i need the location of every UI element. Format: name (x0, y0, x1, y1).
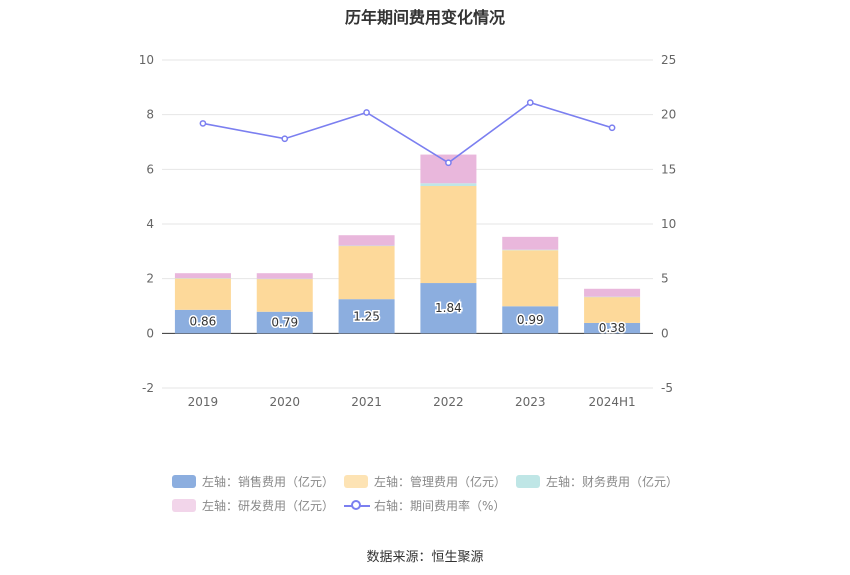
bar-rnd (502, 236, 559, 250)
ratio-point (363, 109, 370, 116)
y-right-tick-label: 10 (661, 217, 676, 231)
bar-admin (420, 186, 477, 284)
x-tick-label: 2024H1 (588, 395, 635, 409)
bar-value-label: 0.99 (517, 313, 544, 327)
bar-sales (502, 306, 559, 334)
legend-item-ratio[interactable]: 右轴：期间费用率（%） (344, 497, 505, 514)
ratio-point (445, 159, 452, 167)
legend-item-admin[interactable]: 左轴：管理费用（亿元） (344, 473, 506, 490)
bar-rnd (256, 273, 313, 279)
y-left-tick-label: 4 (146, 217, 154, 231)
legend-swatch-ratio (344, 499, 370, 513)
y-right-tick-label: -5 (661, 381, 673, 395)
bar-sales (584, 322, 641, 334)
x-tick-label: 2020 (269, 395, 300, 409)
ratio-point (199, 120, 207, 127)
legend-item-finance[interactable]: 左轴：财务费用（亿元） (516, 473, 678, 490)
legend-swatch-rnd (172, 499, 196, 512)
x-tick-label: 2022 (433, 395, 464, 409)
legend-label-ratio: 右轴：期间费用率（%） (374, 499, 506, 513)
bar-admin (338, 245, 395, 300)
y-left-tick-label: 10 (139, 53, 154, 67)
y-right-tick-label: 25 (661, 53, 676, 67)
bar-rnd (420, 154, 477, 184)
ratio-point (608, 124, 616, 132)
bar-rnd (584, 288, 641, 297)
x-tick-label: 2019 (188, 395, 219, 409)
y-left-tick-label: 2 (146, 272, 154, 286)
legend-label-sales: 左轴：销售费用（亿元） (202, 475, 335, 489)
legend-label-rnd: 左轴：研发费用（亿元） (202, 499, 335, 513)
ratio-point (526, 99, 534, 106)
y-left-tick-label: 0 (146, 326, 154, 340)
bar-finance (338, 245, 395, 247)
legend-swatch-sales (172, 475, 196, 488)
bar-value-label: 1.25 (353, 309, 380, 323)
bar-rnd (338, 235, 395, 246)
y-right-tick-label: 15 (661, 162, 676, 176)
ratio-point (281, 135, 289, 143)
bar-admin (584, 296, 641, 323)
bar-finance (174, 278, 231, 279)
y-left-tick-label: 8 (146, 108, 154, 122)
data-source: 数据来源：恒生聚源 (366, 550, 484, 565)
bar-admin (256, 278, 313, 312)
bar-value-label: 0.79 (271, 316, 298, 330)
legend-swatch-finance (516, 475, 540, 488)
x-tick-label: 2023 (515, 395, 546, 409)
chart-title: 历年期间费用变化情况 (344, 8, 505, 27)
x-tick-label: 2021 (351, 395, 382, 409)
bar-finance (502, 249, 559, 251)
legend-item-sales[interactable]: 左轴：销售费用（亿元） (172, 473, 334, 490)
y-right-tick-label: 20 (661, 108, 676, 122)
bar-rnd (174, 273, 231, 279)
legend-label-finance: 左轴：财务费用（亿元） (546, 475, 679, 489)
y-left-tick-label: 6 (146, 162, 154, 176)
bar-finance (584, 296, 641, 298)
legend-label-admin: 左轴：管理费用（亿元） (374, 475, 507, 489)
bar-value-label: 0.38 (599, 321, 626, 335)
y-left-tick-label: -2 (142, 381, 154, 395)
bar-sales (174, 309, 231, 334)
bar-sales (338, 299, 395, 334)
bar-value-label: 1.84 (435, 301, 462, 315)
y-right-tick-label: 5 (661, 272, 669, 286)
bar-sales (256, 311, 313, 334)
bar-finance (420, 183, 477, 187)
ratio-line (202, 101, 613, 164)
bar-admin (502, 250, 559, 307)
bar-value-label: 0.86 (190, 315, 217, 329)
legend-item-rnd[interactable]: 左轴：研发费用（亿元） (172, 497, 334, 514)
bar-sales (420, 283, 477, 334)
bar-finance (256, 278, 313, 280)
y-right-tick-label: 0 (661, 326, 669, 340)
bar-admin (174, 278, 231, 310)
chart-plot: -2 0 2 4 6 8 10 -5 0 5 10 15 20 25 2019 0.86 2020 0.79 202… (139, 53, 677, 409)
legend-swatch-admin (344, 475, 368, 488)
